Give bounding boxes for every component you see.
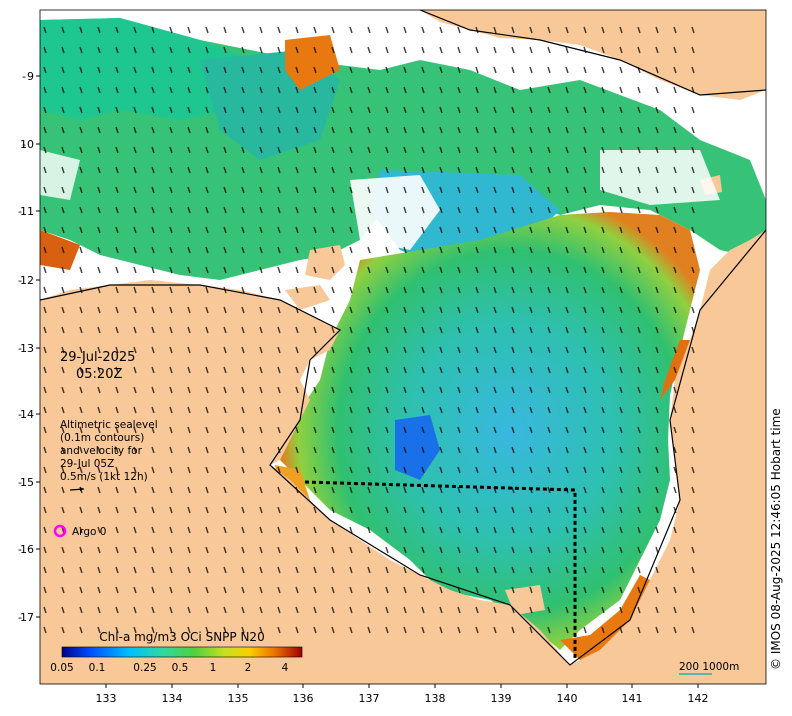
colorbar-tick: 1 — [210, 662, 217, 674]
colorbar-tick: 0.25 — [133, 662, 156, 674]
colorbar-tick: 0.5 — [172, 662, 189, 674]
colorbar-tick: 0.05 — [50, 662, 73, 674]
legend-line: 0.5m/s (1kt 12h) — [60, 471, 148, 483]
lon-tick-label: 142 — [688, 692, 709, 705]
svg-text:-: - — [18, 476, 22, 489]
date-label: 29-Jul-2025 — [60, 350, 135, 365]
colorbar-title: Chl-a mg/m3 OCi SNPP N20 — [99, 630, 264, 644]
lon-tick-label: 138 — [425, 692, 446, 705]
svg-text:-: - — [18, 611, 22, 624]
svg-text:-: - — [22, 138, 26, 151]
lon-tick-label: 141 — [622, 692, 643, 705]
svg-text:-: - — [18, 342, 22, 355]
credit-text: © IMOS 08-Aug-2025 12:46:05 Hobart time — [769, 408, 783, 670]
colorbar: Chl-a mg/m3 OCi SNPP N20 0.05 0.1 0.25 0… — [50, 630, 303, 674]
lat-tick-label: 17 — [20, 611, 34, 624]
legend-line: 29-Jul 05Z — [60, 458, 114, 470]
colorbar-tick: 2 — [245, 662, 252, 674]
svg-text:-: - — [18, 205, 22, 218]
map-border — [39, 9, 767, 685]
argo-label: Argo 0 — [72, 526, 106, 538]
lon-tick-label: 137 — [359, 692, 380, 705]
lat-tick-label: 15 — [20, 476, 34, 489]
time-label: 05:20Z — [76, 367, 122, 382]
lon-tick-label: 133 — [96, 692, 117, 705]
colorbar-gradient — [61, 646, 303, 658]
map-panel — [40, 10, 766, 684]
colorbar-tick: 4 — [282, 662, 289, 674]
lon-tick-label: 136 — [293, 692, 314, 705]
legend-line: (0.1m contours) — [60, 432, 144, 444]
lon-tick-label: 139 — [491, 692, 512, 705]
lon-tick-label: 140 — [557, 692, 578, 705]
lat-tick-label: 11 — [20, 205, 34, 218]
depth-contour-label: 200 1000m — [679, 661, 739, 673]
svg-text:-: - — [18, 274, 22, 287]
svg-text:-: - — [18, 408, 22, 421]
lat-tick-label: 16 — [20, 543, 34, 556]
legend-line: Altimetric sealevel — [60, 419, 158, 431]
latitude-axis: 9 10 11 12 13 14 15 16 17 - - - - - - - … — [18, 70, 40, 624]
lat-tick-label: 10 — [20, 138, 34, 151]
argo-marker-icon — [53, 524, 67, 538]
lat-tick-label: 12 — [20, 274, 34, 287]
lat-tick-label: 14 — [20, 408, 34, 421]
velocity-legend: Altimetric sealevel (0.1m contours) and … — [60, 419, 158, 491]
lon-tick-label: 134 — [162, 692, 183, 705]
lat-tick-label: 9 — [27, 70, 34, 83]
longitude-axis: 133 134 135 136 137 138 139 140 141 142 — [96, 684, 709, 705]
lon-tick-label: 135 — [228, 692, 249, 705]
lat-tick-label: 13 — [20, 342, 34, 355]
legend-line: and velocity for — [60, 445, 143, 457]
colorbar-tick: 0.1 — [89, 662, 106, 674]
svg-text:-: - — [18, 543, 22, 556]
svg-text:-: - — [22, 70, 26, 83]
